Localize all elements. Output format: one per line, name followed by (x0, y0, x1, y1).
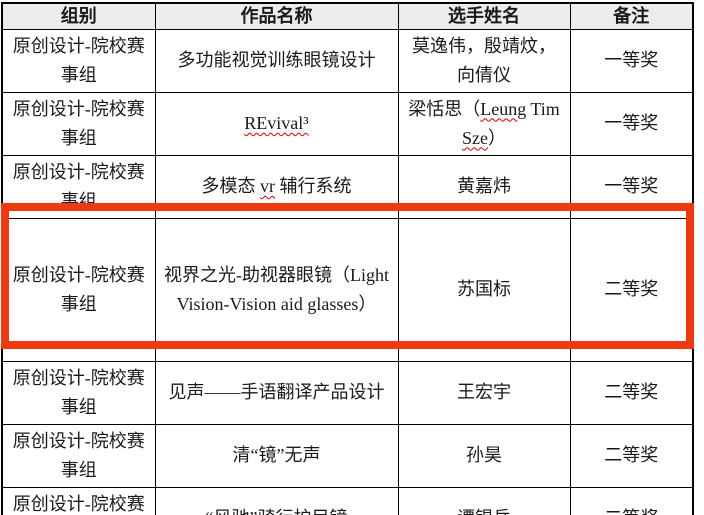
group-cell: 原创设计-院校赛事组 (1, 486, 156, 515)
header-contestant-name: 选手姓名 (397, 2, 571, 30)
contestant-name-cell: 王宏宇 (397, 360, 571, 425)
award-cell: 二等奖 (569, 423, 694, 488)
award-cell: 一等奖 (569, 28, 694, 93)
contestant-name-cell: 黄嘉炜 (397, 154, 571, 219)
group-cell: 原创设计-院校赛事组 (1, 217, 156, 362)
group-cell: 原创设计-院校赛事组 (1, 91, 156, 156)
award-cell: 二等奖 (569, 486, 694, 515)
award-cell: 一等奖 (569, 154, 694, 219)
award-cell: 二等奖 (569, 360, 694, 425)
table-row: 原创设计-院校赛事组 多功能视觉训练眼镜设计 莫逸伟，殷靖炆，向倩仪 一等奖 (1, 28, 694, 93)
award-cell: 二等奖 (569, 217, 694, 362)
header-group: 组别 (1, 2, 156, 30)
work-title-cell: 多功能视觉训练眼镜设计 (154, 28, 399, 93)
table-row-highlighted: 原创设计-院校赛事组 视界之光-助视器眼镜（Light Vision-Visio… (1, 217, 694, 362)
group-cell: 原创设计-院校赛事组 (1, 423, 156, 488)
work-title-cell: REvival³ (154, 91, 399, 156)
group-cell: 原创设计-院校赛事组 (1, 28, 156, 93)
group-cell: 原创设计-院校赛事组 (1, 360, 156, 425)
table-row: 原创设计-院校赛事组 见声——手语翻译产品设计 王宏宇 二等奖 (1, 360, 694, 425)
table-row: 原创设计-院校赛事组 “风驰”骑行护目镜 谭锡岳 二等奖 (1, 486, 694, 515)
header-work-title: 作品名称 (154, 2, 399, 30)
contestant-name-cell: 谭锡岳 (397, 486, 571, 515)
work-title-cell: 见声——手语翻译产品设计 (154, 360, 399, 425)
contestant-name-cell: 孙昊 (397, 423, 571, 488)
table-row: 原创设计-院校赛事组 REvival³ 梁恬思（Leung Tim Sze） 一… (1, 91, 694, 156)
table-header-row: 组别 作品名称 选手姓名 备注 (1, 2, 694, 30)
header-remark: 备注 (569, 2, 694, 30)
contestant-name-cell: 梁恬思（Leung Tim Sze） (397, 91, 571, 156)
contestant-name-cell: 苏国标 (397, 217, 571, 362)
award-cell: 一等奖 (569, 91, 694, 156)
group-cell: 原创设计-院校赛事组 (1, 154, 156, 219)
work-title-cell: 视界之光-助视器眼镜（Light Vision-Vision aid glass… (154, 217, 399, 362)
work-title-cell: 清“镜”无声 (154, 423, 399, 488)
contestant-name-cell: 莫逸伟，殷靖炆，向倩仪 (397, 28, 571, 93)
work-title-cell: 多模态 vr 辅行系统 (154, 154, 399, 219)
work-title-cell: “风驰”骑行护目镜 (154, 486, 399, 515)
table-row: 原创设计-院校赛事组 清“镜”无声 孙昊 二等奖 (1, 423, 694, 488)
table-row: 原创设计-院校赛事组 多模态 vr 辅行系统 黄嘉炜 一等奖 (1, 154, 694, 219)
